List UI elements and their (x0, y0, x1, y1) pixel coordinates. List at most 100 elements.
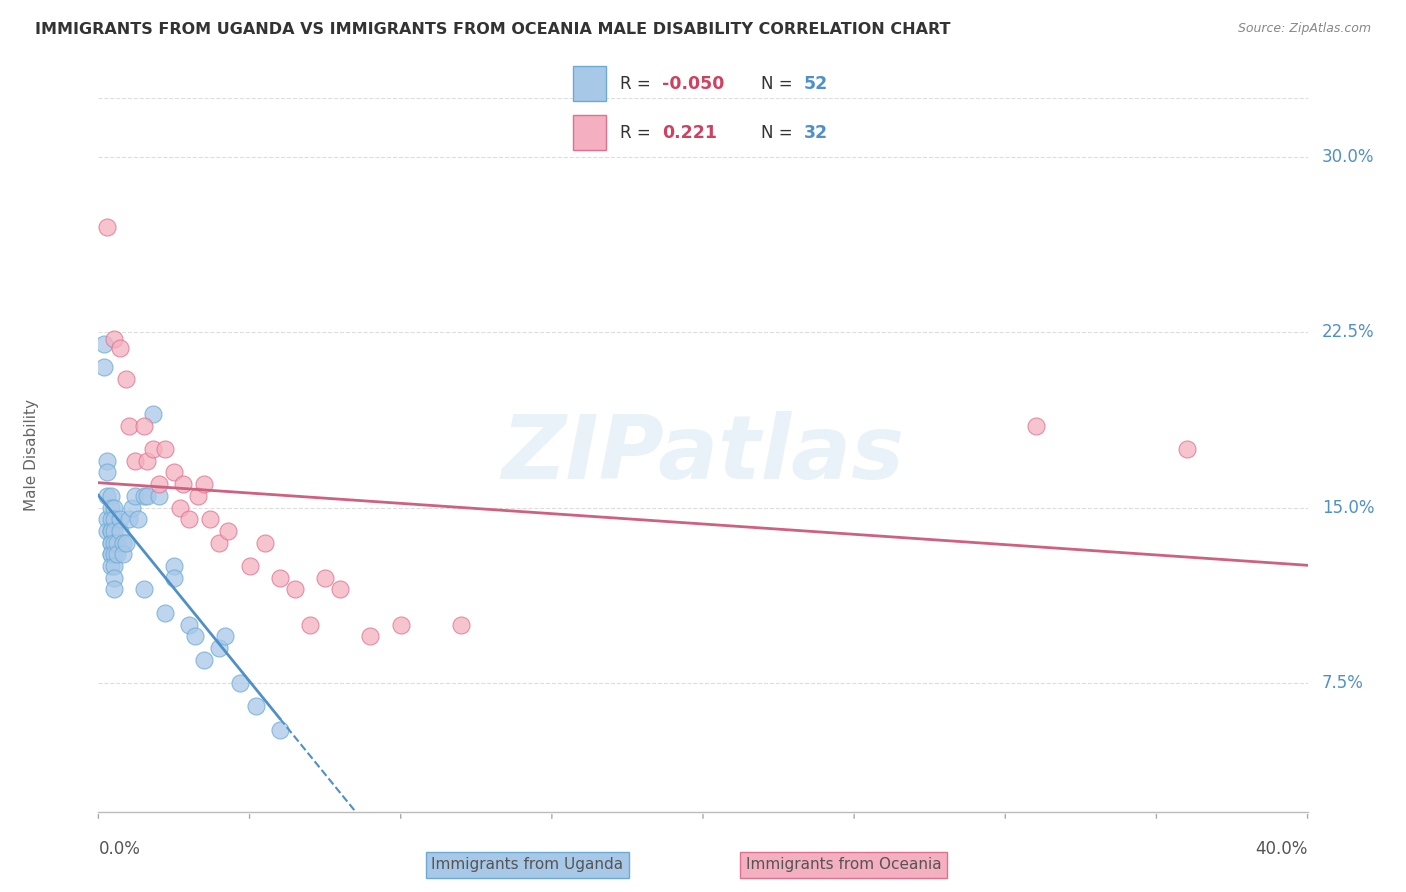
Text: 0.221: 0.221 (662, 124, 717, 142)
Point (111, 547, 134, 561)
Point (103, 535, 125, 549)
Point (269, 571, 291, 585)
Point (108, 342, 131, 356)
Point (163, 466, 186, 480)
Point (100, 524, 122, 538)
Text: Male Disability: Male Disability (24, 399, 39, 511)
Text: Immigrants from Oceania: Immigrants from Oceania (745, 857, 942, 872)
Text: 30.0%: 30.0% (1322, 147, 1375, 166)
Point (148, 489, 170, 503)
Point (177, 617, 201, 632)
Point (103, 500, 125, 515)
Point (96, 466, 118, 480)
FancyBboxPatch shape (572, 115, 606, 150)
Text: IMMIGRANTS FROM UGANDA VS IMMIGRANTS FROM OCEANIA MALE DISABILITY CORRELATION CH: IMMIGRANTS FROM UGANDA VS IMMIGRANTS FRO… (35, 22, 950, 37)
Point (103, 547, 125, 561)
Point (100, 489, 122, 503)
Point (114, 372, 136, 386)
Text: N =: N = (762, 75, 793, 93)
Point (253, 535, 276, 549)
Point (135, 489, 157, 503)
Text: N =: N = (762, 124, 793, 142)
Point (96, 524, 118, 538)
Text: 22.5%: 22.5% (1322, 323, 1375, 341)
Point (100, 559, 122, 574)
Text: ZIPatlas: ZIPatlas (502, 411, 904, 499)
Point (1175, 442, 1198, 456)
Point (111, 535, 134, 549)
Point (100, 535, 122, 549)
Point (96, 454, 118, 468)
Point (163, 559, 186, 574)
Point (360, 629, 382, 643)
FancyBboxPatch shape (572, 66, 606, 101)
Text: 40.0%: 40.0% (1256, 839, 1308, 858)
Point (314, 571, 336, 585)
Text: 52: 52 (804, 75, 828, 93)
Point (200, 512, 222, 526)
Point (108, 512, 131, 526)
Point (100, 547, 122, 561)
Point (124, 454, 146, 468)
Point (299, 617, 322, 632)
Point (105, 535, 128, 549)
Point (142, 407, 165, 421)
Text: R =: R = (620, 75, 651, 93)
Point (208, 535, 231, 549)
Text: 32: 32 (804, 124, 828, 142)
Point (118, 418, 141, 433)
Point (105, 547, 128, 561)
Point (135, 454, 157, 468)
Point (93, 360, 115, 375)
Point (103, 332, 125, 346)
Text: 7.5%: 7.5% (1322, 674, 1364, 692)
Point (177, 512, 201, 526)
Point (100, 524, 122, 538)
Point (169, 500, 191, 515)
Point (100, 512, 122, 526)
Point (96, 219, 118, 234)
Point (172, 477, 194, 491)
Text: Immigrants from Uganda: Immigrants from Uganda (432, 857, 623, 872)
Point (163, 571, 186, 585)
Point (100, 547, 122, 561)
Point (127, 512, 149, 526)
Point (100, 500, 122, 515)
Point (108, 524, 131, 538)
Point (121, 500, 143, 515)
Text: Source: ZipAtlas.com: Source: ZipAtlas.com (1237, 22, 1371, 36)
Point (329, 582, 352, 597)
Point (103, 512, 125, 526)
Point (103, 524, 125, 538)
Point (1024, 418, 1046, 433)
Point (96, 512, 118, 526)
Point (217, 524, 239, 538)
Point (132, 418, 155, 433)
Point (103, 582, 125, 597)
Point (132, 489, 155, 503)
Point (229, 676, 252, 690)
Point (153, 606, 176, 620)
Text: 0.0%: 0.0% (98, 839, 141, 858)
Point (118, 512, 141, 526)
Point (214, 629, 236, 643)
Point (124, 489, 146, 503)
Point (184, 629, 207, 643)
Point (450, 617, 472, 632)
Point (239, 559, 262, 574)
Point (132, 582, 155, 597)
Point (103, 559, 125, 574)
Point (93, 336, 115, 351)
Text: R =: R = (620, 124, 661, 142)
Text: 15.0%: 15.0% (1322, 499, 1375, 516)
Point (284, 582, 307, 597)
Point (100, 535, 122, 549)
Point (103, 571, 125, 585)
Point (148, 477, 170, 491)
Point (96, 489, 118, 503)
Point (114, 535, 136, 549)
Point (245, 699, 267, 714)
Point (193, 477, 215, 491)
Point (389, 617, 412, 632)
Point (193, 653, 215, 667)
